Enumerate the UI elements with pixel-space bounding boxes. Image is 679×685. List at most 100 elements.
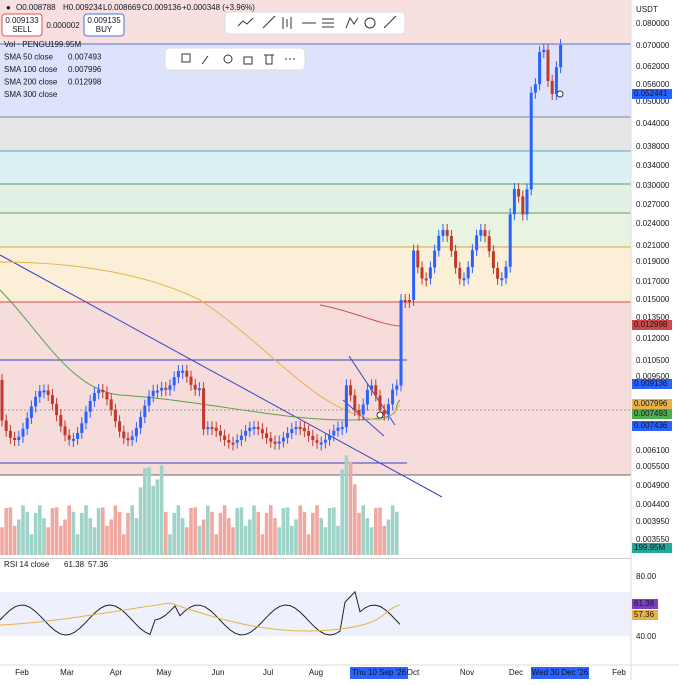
volume-bar <box>353 484 357 555</box>
price-label: 0.015000 <box>636 295 670 304</box>
candle-body <box>328 435 332 440</box>
candle-body <box>59 415 63 427</box>
ohlc-close: C0.009136 <box>142 3 182 12</box>
rsi-axis-label: 80.00 <box>636 572 657 581</box>
time-label: Thu 10 Sep '26 <box>352 668 407 677</box>
volume-bars <box>0 455 399 555</box>
volume-bar <box>54 507 59 555</box>
candle-body <box>483 230 487 237</box>
candle-body <box>176 370 180 378</box>
volume-bar <box>38 505 42 555</box>
volume-bar <box>46 527 50 555</box>
candle-body <box>214 427 218 431</box>
candle-body <box>521 196 525 215</box>
candle-body <box>281 437 285 442</box>
candle-body <box>378 395 382 411</box>
sell-button[interactable] <box>1 13 43 37</box>
candle-body <box>412 250 416 300</box>
volume-bar <box>248 519 252 555</box>
volume-bar <box>319 518 323 555</box>
price-badge <box>632 399 672 409</box>
volume-bar <box>378 507 382 555</box>
price-badge-text: 0.009136 <box>634 379 668 388</box>
candle-body <box>139 417 143 429</box>
volume-bar <box>210 511 214 555</box>
volume-bar <box>260 534 265 555</box>
candle-body <box>374 385 378 396</box>
volume-bar <box>143 468 147 555</box>
volume-bar <box>382 525 386 555</box>
candle-body <box>218 430 222 436</box>
volume-bar <box>176 505 181 555</box>
price-label: 0.003550 <box>636 535 670 544</box>
candle-body <box>71 438 75 441</box>
candle-body <box>538 52 542 85</box>
candle-body <box>403 300 407 302</box>
buy-button[interactable] <box>83 13 125 37</box>
candle-body <box>206 427 210 430</box>
volume-bar <box>8 507 13 555</box>
ohlc-high: H0.009234 <box>63 3 103 12</box>
volume-bar <box>134 518 139 555</box>
volume-bar <box>294 519 298 555</box>
volume-bar <box>264 512 269 555</box>
candle-body <box>202 388 206 430</box>
volume-bar <box>88 518 92 555</box>
candle-body <box>542 49 546 53</box>
candle-body <box>357 410 361 415</box>
volume-bar <box>227 518 231 555</box>
candle-body <box>307 431 311 436</box>
price-label: 0.024000 <box>636 219 670 228</box>
volume-bar <box>168 534 172 555</box>
candle-body <box>416 250 420 268</box>
candle-body <box>189 376 193 385</box>
volume-bar <box>269 505 273 555</box>
time-label: Feb <box>612 668 626 677</box>
zone <box>0 247 631 302</box>
object-toolbar[interactable] <box>164 47 306 71</box>
candle-body <box>517 189 521 197</box>
candle-body <box>525 189 529 215</box>
zone <box>0 302 631 475</box>
volume-bar <box>273 518 277 555</box>
candle-body <box>323 439 327 443</box>
candle-body <box>554 67 558 95</box>
candle-body <box>458 267 462 279</box>
volume-bar <box>117 511 122 555</box>
volume-bar <box>340 469 344 555</box>
candle-body <box>550 80 554 95</box>
indicator-value: 199.95M <box>50 40 81 49</box>
volume-bar <box>361 505 365 555</box>
zone <box>0 117 631 151</box>
candle-body <box>491 251 495 269</box>
candle-body <box>223 435 227 440</box>
sma-100 <box>0 261 401 421</box>
candle-body <box>487 236 491 252</box>
volume-bar <box>231 527 235 555</box>
volume-bar <box>12 525 17 555</box>
indicator-value: 0.007996 <box>68 65 102 74</box>
volume-bar <box>164 511 168 555</box>
volume-bar <box>193 507 197 555</box>
price-label: 0.080000 <box>636 19 670 28</box>
candle-body <box>248 427 252 431</box>
volume-bar <box>214 534 218 555</box>
time-label: Apr <box>110 668 123 677</box>
price-label: 0.019000 <box>636 257 670 266</box>
price-label: 0.009500 <box>636 372 670 381</box>
candle-body <box>34 396 38 407</box>
candle-body <box>470 250 474 268</box>
rsi-axis-label: 40.00 <box>636 632 657 641</box>
price-badge-text: 0.012998 <box>634 320 668 329</box>
candle-body <box>130 436 134 440</box>
price-badge-text: 0.007493 <box>634 409 668 418</box>
candle-body <box>155 390 159 393</box>
drawing-point <box>376 411 384 419</box>
candle-body <box>168 385 172 390</box>
candle-body <box>151 390 155 397</box>
time-badge <box>350 667 408 679</box>
price-label: 0.003950 <box>636 517 670 526</box>
price-label: 0.030000 <box>636 181 670 190</box>
volume-bar <box>357 512 361 555</box>
candle-body <box>164 387 168 390</box>
